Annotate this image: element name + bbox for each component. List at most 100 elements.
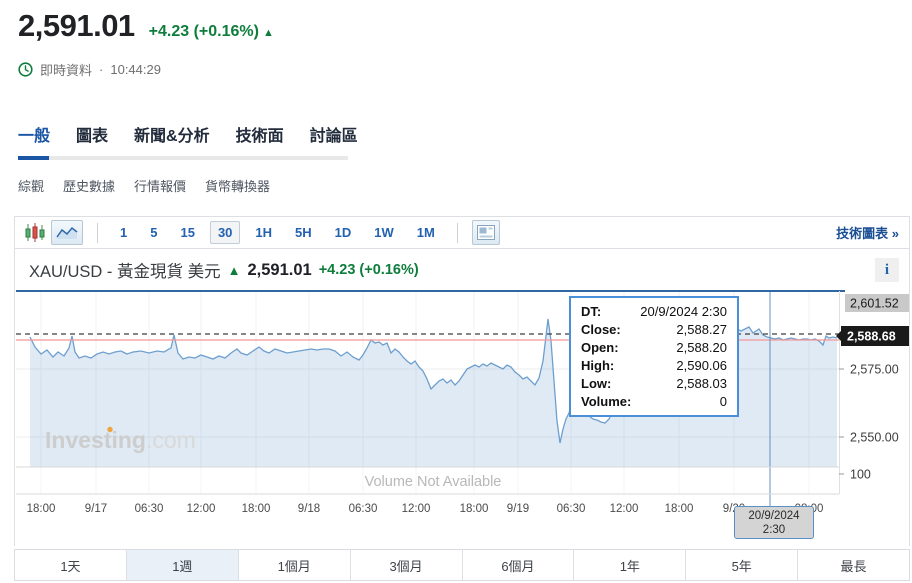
tooltip-value: 20/9/2024 2:30	[640, 303, 727, 319]
candlestick-chart-icon[interactable]	[25, 222, 45, 243]
x-axis-label: 12:00	[187, 503, 216, 515]
chart-title: XAU/USD - 黃金現貨 美元	[29, 263, 221, 281]
toolbar-separator	[456, 222, 458, 243]
x-axis-label: 12:00	[610, 503, 639, 515]
tooltip-label: Volume:	[581, 394, 632, 410]
tooltip-row: High: 2,590.06	[581, 358, 727, 373]
subtab-綜觀[interactable]: 綜觀	[18, 179, 45, 194]
chart-toolbar: 1 5 15 30 1H 5H 1D 1W 1M 技術圖表 »	[15, 217, 909, 249]
tab-圖表[interactable]: 圖表	[76, 128, 109, 145]
tooltip-label: Low:	[581, 376, 612, 392]
range-selector: 1天 1週 1個月 3個月 6個月 1年 5年 最長	[14, 549, 910, 581]
range-最長[interactable]: 最長	[798, 550, 909, 580]
tooltip-row: DT: 20/9/2024 2:30	[581, 304, 727, 319]
tooltip-value: 0	[719, 394, 727, 410]
tooltip-label: High:	[581, 358, 615, 374]
range-3個月[interactable]: 3個月	[350, 550, 463, 580]
news-view-button[interactable]	[471, 220, 500, 245]
interval-1W[interactable]: 1W	[374, 225, 394, 240]
realtime-status: 即時資料 · 10:44:29	[18, 60, 161, 79]
x-axis-label: 18:00	[242, 503, 271, 515]
crosshair-date: 20/9/2024	[748, 509, 800, 522]
range-1年[interactable]: 1年	[574, 550, 687, 580]
status-label: 即時資料	[40, 63, 93, 78]
tooltip-label: Close:	[581, 321, 621, 337]
investing-watermark: Investing.com	[45, 427, 196, 453]
interval-5H[interactable]: 5H	[295, 225, 312, 240]
tooltip-value: 2,588.03	[676, 376, 727, 392]
info-button[interactable]: i	[875, 258, 899, 282]
area-chart-icon	[56, 226, 78, 239]
svg-text:2,575.00: 2,575.00	[850, 363, 899, 377]
range-1個月[interactable]: 1個月	[238, 550, 351, 580]
tooltip-label: DT:	[581, 303, 602, 319]
x-axis-label: 9/18	[298, 503, 320, 515]
tab-underline-active	[18, 156, 49, 160]
tooltip-label: Open:	[581, 339, 619, 355]
interval-buttons: 1 5 15 30 1H 5H 1D 1W 1M	[112, 221, 443, 244]
tooltip-value: 2,588.27	[676, 321, 727, 337]
price-change: +4.23 (+0.16%) ▲	[149, 23, 274, 41]
chart-title-row: XAU/USD - 黃金現貨 美元 ▲ 2,591.01 +4.23 (+0.1…	[29, 257, 899, 283]
x-axis-label: 9/17	[85, 503, 107, 515]
subtab-歷史數據[interactable]: 歷史數據	[63, 179, 116, 194]
x-axis-label: 06:30	[349, 503, 378, 515]
range-1天[interactable]: 1天	[15, 550, 127, 580]
interval-1M[interactable]: 1M	[416, 225, 435, 240]
interval-1D[interactable]: 1D	[334, 225, 352, 240]
tab-一般[interactable]: 一般	[18, 128, 51, 145]
tooltip-row: Open: 2,588.20	[581, 340, 727, 355]
x-axis-label: 06:30	[557, 503, 586, 515]
chart-widget: 1 5 15 30 1H 5H 1D 1W 1M 技術圖表 » XAU/USD - 黃金現貨 美…	[14, 216, 910, 546]
interval-15[interactable]: 15	[180, 225, 195, 240]
instrument-price: 2,591.01	[18, 8, 135, 43]
interval-5[interactable]: 5	[150, 225, 158, 240]
range-1週[interactable]: 1週	[126, 550, 239, 580]
up-arrow-icon: ▲	[262, 27, 274, 39]
status-dot: ·	[99, 62, 104, 77]
ohlc-tooltip: DT: 20/9/2024 2:30 Close: 2,588.27 Open: 2,58…	[569, 296, 739, 417]
price-header: 2,591.01 +4.23 (+0.16%) ▲	[18, 8, 274, 44]
tab-underline	[18, 156, 348, 160]
tab-技術面[interactable]: 技術面	[235, 128, 284, 145]
tooltip-value: 2,590.06	[676, 358, 727, 374]
tab-新聞&分析[interactable]: 新聞&分析	[134, 128, 210, 145]
tooltip-row: Low: 2,588.03	[581, 376, 727, 391]
range-6個月[interactable]: 6個月	[462, 550, 575, 580]
x-axis-label: 12:00	[402, 503, 431, 515]
tooltip-row: Close: 2,588.27	[581, 322, 727, 337]
area-chart-button[interactable]	[51, 220, 83, 245]
chart-price: 2,591.01	[247, 260, 312, 279]
tooltip-row: Volume: 0	[581, 394, 727, 409]
subtab-貨幣轉換器[interactable]: 貨幣轉換器	[205, 179, 271, 194]
subtab-行情報價[interactable]: 行情報價	[134, 179, 187, 194]
main-tabs: 一般 圖表 新聞&分析 技術面 討論區	[18, 122, 358, 146]
svg-text:2,588.68: 2,588.68	[847, 330, 896, 344]
status-time: 10:44:29	[110, 62, 161, 77]
interval-1[interactable]: 1	[120, 225, 128, 240]
technical-chart-link[interactable]: 技術圖表 »	[836, 226, 899, 241]
x-axis-label: 06:30	[135, 503, 164, 515]
chart-up-arrow-icon: ▲	[227, 262, 241, 278]
x-axis-label: 9/19	[507, 503, 529, 515]
svg-text:100: 100	[850, 468, 871, 482]
sub-tabs: 綜觀 歷史數據 行情報價 貨幣轉換器	[18, 176, 270, 195]
clock-icon	[18, 62, 33, 77]
tab-討論區[interactable]: 討論區	[309, 128, 358, 145]
volume-not-available-label: Volume Not Available	[365, 474, 502, 490]
x-axis-label: 18:00	[27, 503, 56, 515]
news-layout-icon	[476, 225, 495, 240]
toolbar-separator	[97, 222, 98, 243]
chart-change: +4.23 (+0.16%)	[318, 262, 419, 278]
svg-text:2,601.52: 2,601.52	[850, 297, 899, 311]
svg-text:2,550.00: 2,550.00	[850, 431, 899, 445]
interval-30[interactable]: 30	[209, 221, 241, 244]
x-axis-label: 18:00	[460, 503, 489, 515]
x-axis-label: 18:00	[665, 503, 694, 515]
tooltip-value: 2,588.20	[676, 339, 727, 355]
price-change-value: +4.23 (+0.16%)	[148, 23, 259, 40]
price-chart[interactable]: Investing.com 2,601.52 2,588.68 2,575.00 2,5…	[15, 290, 911, 531]
interval-1H[interactable]: 1H	[255, 225, 273, 240]
crosshair-time: 2:30	[762, 523, 786, 536]
range-5年[interactable]: 5年	[686, 550, 799, 580]
